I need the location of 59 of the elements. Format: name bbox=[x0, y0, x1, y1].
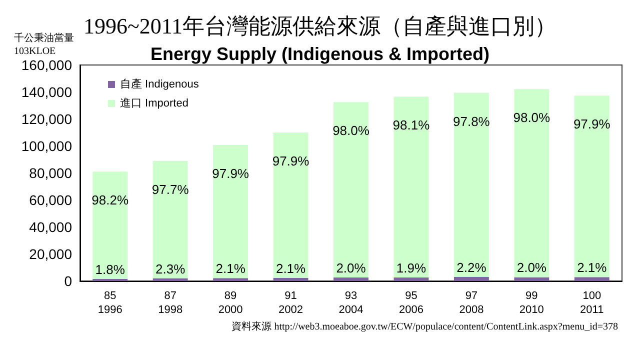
y-tick-label: 60,000 bbox=[29, 192, 72, 208]
annotation: 1.8% bbox=[95, 262, 126, 277]
bar bbox=[574, 96, 610, 278]
bar bbox=[514, 89, 550, 278]
annotation: 98.0% bbox=[513, 110, 551, 126]
annotation: 2.2% bbox=[456, 260, 487, 275]
bar bbox=[334, 277, 368, 281]
y-tick-label: 100,000 bbox=[21, 138, 72, 154]
bar bbox=[152, 160, 188, 278]
y-tick-label: 120,000 bbox=[21, 111, 72, 127]
x-tick-label: 99 2010 bbox=[519, 290, 544, 316]
annotation: 97.8% bbox=[453, 114, 490, 129]
annotation: 2.0% bbox=[516, 260, 547, 276]
annotation: 98.1% bbox=[392, 118, 430, 133]
bar bbox=[334, 102, 368, 278]
annotation: 2.1% bbox=[276, 260, 306, 276]
x-tick-label: 100 2011 bbox=[580, 290, 604, 316]
bar bbox=[514, 277, 550, 281]
annotation: 2.3% bbox=[156, 261, 186, 276]
annotation: 2.1% bbox=[216, 261, 246, 276]
y-tick-label: 80,000 bbox=[29, 165, 72, 181]
legend-label: 自產 Indigenous bbox=[120, 78, 200, 90]
bar bbox=[454, 276, 489, 281]
x-tick-label: 85 1996 bbox=[98, 290, 122, 316]
x-tick-label: 91 2002 bbox=[278, 290, 304, 316]
x-tick-label: 93 2004 bbox=[338, 290, 364, 316]
annotation: 97.9% bbox=[272, 154, 310, 168]
y-tick-label: 40,000 bbox=[29, 219, 72, 235]
y-axis-title: 千公秉油當量 103KLOE bbox=[14, 32, 74, 57]
annotation: 98.2% bbox=[92, 192, 129, 208]
annotation: 2.1% bbox=[577, 260, 608, 276]
y-tick-label: 20,000 bbox=[29, 246, 72, 262]
bar bbox=[213, 145, 248, 278]
annotation: 98.0% bbox=[332, 123, 370, 138]
annotation: 97.7% bbox=[152, 182, 190, 197]
bar bbox=[454, 92, 489, 277]
x-tick-label: 89 2000 bbox=[218, 290, 243, 316]
chart-subtitle: Energy Supply (Indigenous & Imported) bbox=[150, 44, 490, 64]
x-tick-label: 87 1998 bbox=[158, 290, 183, 316]
y-tick-label: 0 bbox=[64, 273, 72, 289]
bar bbox=[273, 132, 308, 278]
bar bbox=[273, 278, 308, 281]
x-tick-label: 97 2008 bbox=[459, 290, 484, 316]
y-tick-label: 160,000 bbox=[21, 57, 72, 73]
bar bbox=[394, 277, 429, 281]
bar bbox=[152, 278, 188, 281]
annotation: 97.9% bbox=[573, 116, 611, 132]
bar bbox=[92, 172, 128, 279]
annotation: 1.9% bbox=[396, 260, 426, 276]
chart-title: 1996~2011年台灣能源供給來源（自產與進口別） bbox=[83, 14, 557, 38]
annotation: 97.9% bbox=[212, 166, 250, 182]
bar bbox=[574, 277, 610, 281]
source-note: 資料來源 http://web3.moeaboe.gov.tw/ECW/populace/content/ContentLink.aspx?menu_id=378 bbox=[232, 320, 618, 332]
bar bbox=[213, 278, 248, 281]
y-tick-label: 140,000 bbox=[21, 84, 72, 100]
x-tick-label: 95 2006 bbox=[398, 290, 424, 316]
bar bbox=[394, 96, 429, 278]
legend-label: 進口 Imported bbox=[120, 98, 188, 110]
annotation: 2.0% bbox=[336, 260, 366, 276]
